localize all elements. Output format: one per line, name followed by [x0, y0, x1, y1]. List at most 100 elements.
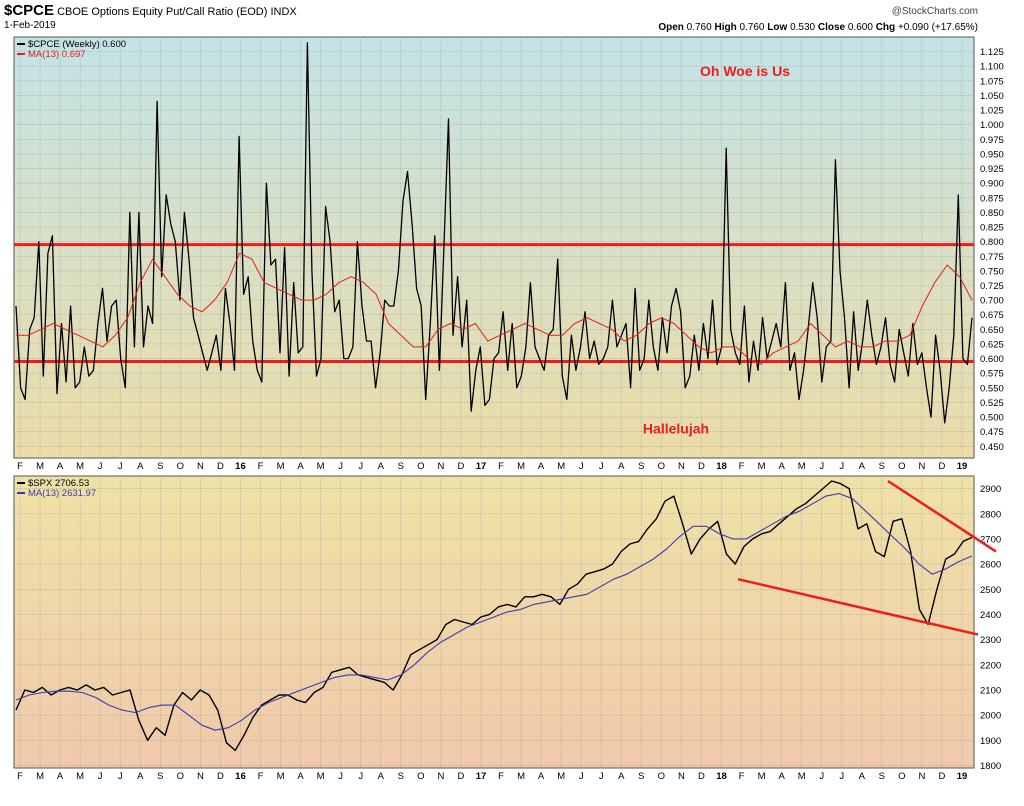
y-tick-label: 2500 [980, 585, 1001, 596]
chg-label: Chg [875, 22, 896, 33]
y-tick-label: 0.950 [980, 149, 1004, 160]
x-tick-label: M [76, 771, 84, 782]
x-tick-label: N [918, 461, 925, 472]
x-tick-label: N [918, 771, 925, 782]
y-tick-label: 0.700 [980, 296, 1004, 307]
x-tick-label: J [338, 461, 343, 472]
legend-label: MA(13) 2631.97 [28, 488, 96, 499]
x-tick-label: A [618, 461, 625, 472]
y-tick-label: 0.825 [980, 223, 1004, 234]
x-tick-label: J [839, 461, 844, 472]
x-tick-label: M [798, 771, 806, 782]
y-tick-label: 0.925 [980, 164, 1004, 175]
x-tick-label: A [778, 771, 785, 782]
x-tick-label: 16 [235, 461, 246, 472]
x-tick-label: D [939, 771, 946, 782]
y-tick-label: 2600 [980, 560, 1001, 571]
y-tick-label: 0.850 [980, 208, 1004, 219]
y-tick-label: 1900 [980, 736, 1001, 747]
x-tick-label: J [358, 771, 363, 782]
copyright: @StockCharts.com [891, 6, 978, 17]
x-tick-label: N [437, 771, 444, 782]
x-tick-label: D [939, 461, 946, 472]
y-tick-label: 2400 [980, 610, 1001, 621]
x-tick-label: 17 [476, 771, 487, 782]
x-tick-label: F [17, 771, 23, 782]
x-tick-label: O [658, 461, 665, 472]
y-tick-label: 0.650 [980, 325, 1004, 336]
x-tick-label: D [698, 771, 705, 782]
x-tick-label: M [36, 771, 44, 782]
x-tick-label: O [177, 771, 184, 782]
x-tick-label: A [297, 461, 304, 472]
x-tick-label: J [98, 461, 103, 472]
x-tick-label: 19 [957, 461, 968, 472]
x-tick-label: A [538, 461, 545, 472]
x-tick-label: J [839, 771, 844, 782]
y-tick-label: 2100 [980, 685, 1001, 696]
y-tick-label: 1.000 [980, 120, 1004, 131]
x-tick-label: N [678, 461, 685, 472]
open-label: Open [658, 22, 684, 33]
x-tick-label: A [57, 771, 64, 782]
x-tick-label: A [378, 461, 385, 472]
x-tick-label: S [879, 771, 885, 782]
x-tick-label: 16 [235, 771, 246, 782]
y-tick-label: 0.750 [980, 266, 1004, 277]
x-tick-label: O [177, 461, 184, 472]
legend-label: $SPX 2706.53 [28, 478, 89, 489]
y-tick-label: 2900 [980, 484, 1001, 495]
x-tick-label: J [819, 771, 824, 782]
x-tick-label: M [758, 461, 766, 472]
x-tick-label: D [457, 771, 464, 782]
y-tick-label: 0.525 [980, 398, 1004, 409]
y-tick-label: 0.725 [980, 281, 1004, 292]
x-tick-label: O [658, 771, 665, 782]
x-tick-label: M [36, 461, 44, 472]
y-tick-label: 2700 [980, 534, 1001, 545]
cpce-panel: F M A M J J A S O N D 16 F M A M J J A S O N D 17 F M A M J J A S O N D 18 F… [13, 36, 1004, 472]
y-tick-label: 0.875 [980, 193, 1004, 204]
annotation-label: Oh Woe is Us [700, 63, 790, 79]
y-tick-label: 1.100 [980, 62, 1004, 73]
y-tick-label: 0.475 [980, 427, 1004, 438]
x-tick-label: A [137, 461, 144, 472]
x-tick-label: D [457, 461, 464, 472]
cpce-ma-line [16, 252, 973, 365]
x-tick-label: J [599, 461, 604, 472]
plot-area [13, 36, 975, 459]
annotation-label: Hallelujah [643, 420, 709, 436]
x-tick-label: F [739, 771, 745, 782]
x-tick-label: D [217, 771, 224, 782]
x-tick-label: 19 [957, 771, 968, 782]
x-tick-label: A [57, 461, 64, 472]
chg-value: +0.090 (+17.65%) [897, 22, 978, 33]
x-tick-label: S [638, 461, 644, 472]
x-tick-label: F [739, 461, 745, 472]
y-tick-label: 0.575 [980, 369, 1004, 380]
spx-ma-line [15, 493, 973, 731]
x-tick-label: F [258, 461, 264, 472]
trend-line-lower [737, 577, 979, 636]
y-tick-label: 2800 [980, 509, 1001, 520]
x-tick-label: J [98, 771, 103, 782]
x-tick-label: A [778, 461, 785, 472]
high-value: 0.760 [739, 22, 765, 33]
x-tick-label: O [417, 771, 424, 782]
x-tick-label: M [76, 461, 84, 472]
y-tick-label: 1800 [980, 761, 1001, 772]
symbol: $CPCE [4, 2, 55, 19]
y-tick-label: 2200 [980, 660, 1001, 671]
x-tick-label: J [338, 771, 343, 782]
exchange: INDX [270, 6, 297, 18]
spx-series-line [15, 480, 973, 752]
y-tick-label: 0.450 [980, 442, 1004, 453]
x-tick-label: J [579, 461, 584, 472]
spx-panel: F M A M J J A S O N D 16 F M A M J J A S O N D 17 F M A M J J A S O N D 18 F… [13, 475, 1001, 782]
y-tick-label: 0.600 [980, 354, 1004, 365]
x-tick-label: S [398, 461, 404, 472]
y-tick-label: 0.800 [980, 237, 1004, 248]
x-tick-label: M [517, 461, 525, 472]
x-tick-label: A [297, 771, 304, 782]
y-tick-label: 0.500 [980, 413, 1004, 424]
